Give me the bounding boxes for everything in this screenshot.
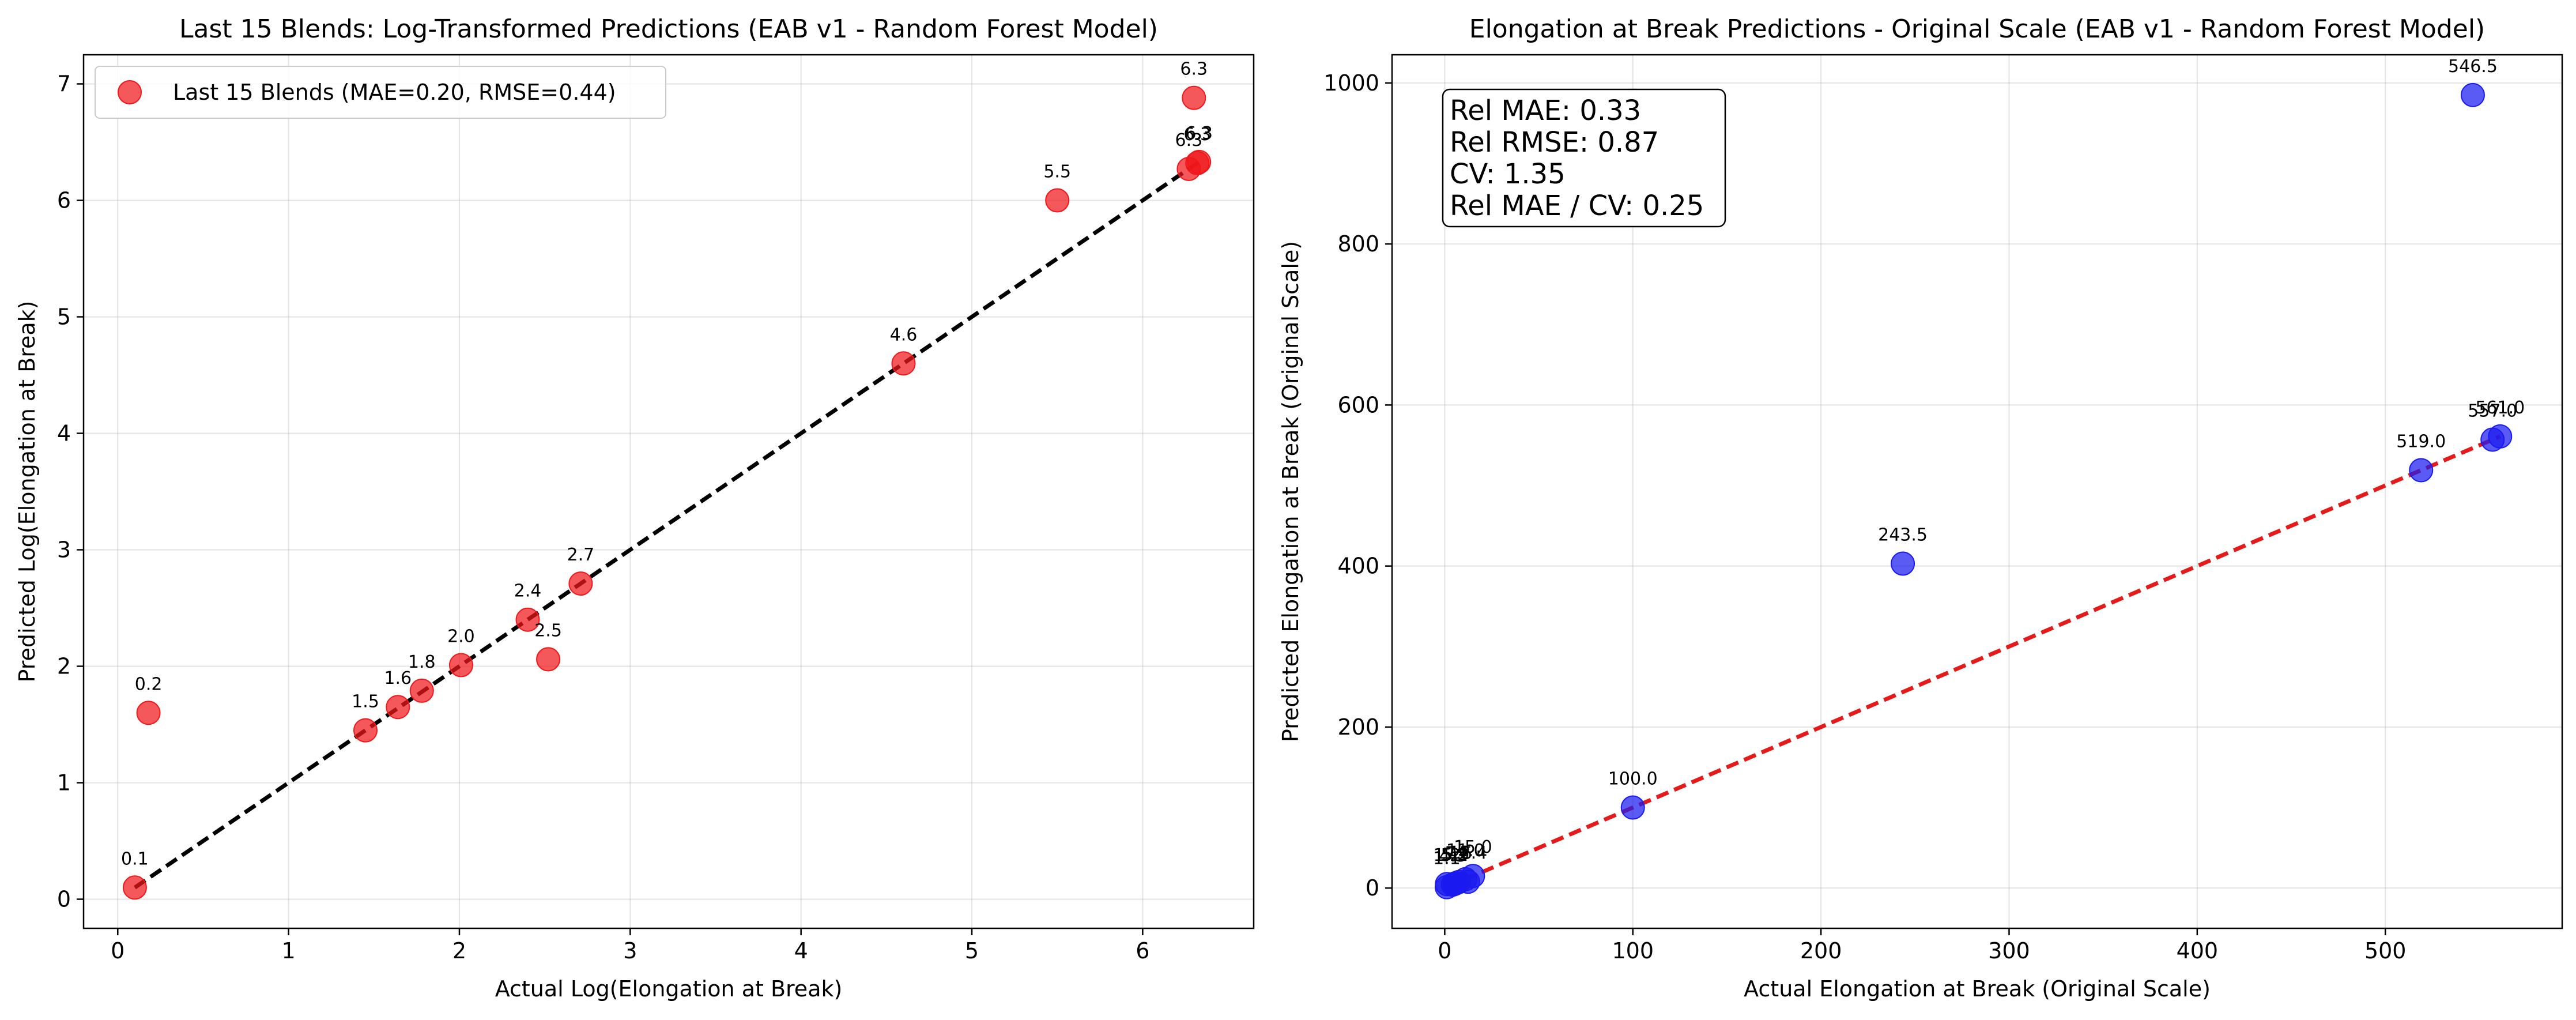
point-label: 0.2: [135, 674, 163, 694]
point-label: 1.5: [352, 692, 379, 712]
point-label: 546.5: [2448, 57, 2498, 77]
data-point: [2488, 424, 2513, 449]
point-label: 2.4: [514, 581, 542, 601]
plot-area: [84, 55, 1254, 928]
point-label: 1.1: [1433, 849, 1461, 869]
axes-frame: [82, 54, 1255, 929]
x-tick-label: 200: [1800, 938, 1842, 963]
x-tick-label: 100: [1612, 938, 1654, 963]
x-axis-label: Actual Log(Elongation at Break): [495, 976, 843, 1002]
x-tick-label: 400: [2177, 938, 2219, 963]
y-tick-label: 2: [57, 654, 71, 679]
data-point: [409, 678, 434, 703]
y-tick-label: 0: [57, 887, 71, 912]
point-label: 4.3: [1439, 846, 1467, 866]
data-point: [568, 571, 593, 596]
stats-line: Rel MAE: 0.33: [1450, 95, 1641, 127]
stats-line: Rel RMSE: 0.87: [1450, 126, 1659, 159]
y-axis-label: Predicted Log(Elongation at Break): [14, 301, 40, 683]
data-point: [1187, 149, 1212, 174]
legend-marker: [118, 80, 142, 104]
data-point: [536, 647, 561, 672]
y-tick-label: 400: [1337, 554, 1379, 579]
data-point: [448, 653, 473, 678]
point-label: 6.3: [1175, 130, 1203, 150]
point-label: 1.2: [1433, 845, 1461, 865]
data-point: [1045, 188, 1070, 213]
y-tick-label: 1000: [1323, 70, 1379, 96]
chart-title: Last 15 Blends: Log-Transformed Predicti…: [179, 14, 1158, 44]
chart-2: 0 100 200 300 400 500 0 200 400 600 800 1000 1.11.24…: [1278, 14, 2563, 1002]
point-label: 11.0: [1446, 841, 1485, 861]
data-point: [1182, 85, 1206, 110]
y-tick-label: 800: [1337, 231, 1379, 257]
x-tick-label: 300: [1988, 938, 2030, 963]
point-label: 6.3: [1183, 125, 1211, 145]
data-point: [1620, 795, 1645, 820]
y-tick-label: 4: [57, 421, 71, 446]
y-tick-label: 0: [1366, 875, 1379, 901]
x-tick-label: 0: [1438, 938, 1451, 963]
data-point: [353, 718, 378, 743]
point-label: 2.5: [534, 620, 562, 641]
point-label: 5.2: [1440, 845, 1468, 865]
legend-box: [95, 66, 666, 119]
point-label: 557.0: [2468, 401, 2517, 421]
x-axis-label: Actual Elongation at Break (Original Sca…: [1744, 976, 2211, 1002]
point-label: 12.4: [1449, 843, 1487, 863]
chart-title: Elongation at Break Predictions - Origin…: [1469, 14, 2485, 44]
y-axis-label: Predicted Elongation at Break (Original …: [1278, 241, 1303, 742]
point-label: 5.5: [1043, 162, 1071, 182]
point-label: 15.0: [1454, 837, 1492, 857]
data-point: [1461, 864, 1485, 889]
point-label: 4.6: [890, 325, 918, 345]
y-tick-label: 6: [57, 188, 71, 213]
stats-line: Rel MAE / CV: 0.25: [1450, 190, 1704, 222]
data-point: [515, 607, 540, 632]
data-point: [136, 701, 161, 725]
x-tick-label: 4: [794, 938, 808, 963]
x-tick-label: 1: [282, 938, 296, 963]
data-point: [386, 695, 410, 720]
point-label: 243.5: [1878, 525, 1928, 545]
x-tick-label: 500: [2364, 938, 2407, 963]
point-label: 561.0: [2475, 398, 2525, 418]
y-tick-label: 200: [1337, 714, 1379, 740]
x-tick-label: 3: [623, 938, 637, 963]
x-tick-label: 6: [1136, 938, 1149, 963]
data-point: [2460, 82, 2485, 107]
data-point: [2409, 458, 2434, 483]
point-label: 2.7: [567, 545, 595, 565]
chart-1: 0 1 2 3 4 5 6 0 1 2 3 4 5 6 7 0.1 0.2 1.51.61.8 2.0 2.4 2.5 2…: [14, 14, 1255, 1002]
x-tick-label: 2: [452, 938, 466, 963]
axes-frame: [1391, 54, 2563, 929]
y-tick-label: 600: [1337, 392, 1379, 417]
y-tick-label: 3: [57, 537, 71, 563]
reference-line: [133, 160, 1201, 890]
data-point: [122, 875, 147, 900]
y-tick-label: 5: [57, 304, 71, 330]
point-label: 1.6: [384, 668, 412, 688]
stats-line: CV: 1.35: [1450, 158, 1566, 190]
point-label: 519.0: [2396, 431, 2446, 451]
y-tick-label: 7: [57, 71, 71, 97]
data-point: [891, 351, 916, 376]
x-tick-label: 0: [111, 938, 125, 963]
point-label: 100.0: [1608, 769, 1658, 789]
point-label: 7.5: [1445, 844, 1473, 864]
stats-box-frame: [1442, 88, 1726, 228]
point-label: 1.8: [408, 652, 436, 672]
point-label: 5.9: [1442, 845, 1470, 865]
legend-label: Last 15 Blends (MAE=0.20, RMSE=0.44): [173, 80, 616, 105]
point-label: 0.1: [121, 849, 149, 869]
legend: Last 15 Blends (MAE=0.20, RMSE=0.44): [95, 66, 666, 119]
point-label: 6.3: [1185, 123, 1213, 144]
y-tick-label: 1: [57, 770, 71, 796]
point-label: 2.0: [447, 626, 475, 646]
point-label: 6.3: [1180, 59, 1208, 80]
data-point: [1891, 551, 1915, 576]
x-tick-label: 5: [965, 938, 979, 963]
